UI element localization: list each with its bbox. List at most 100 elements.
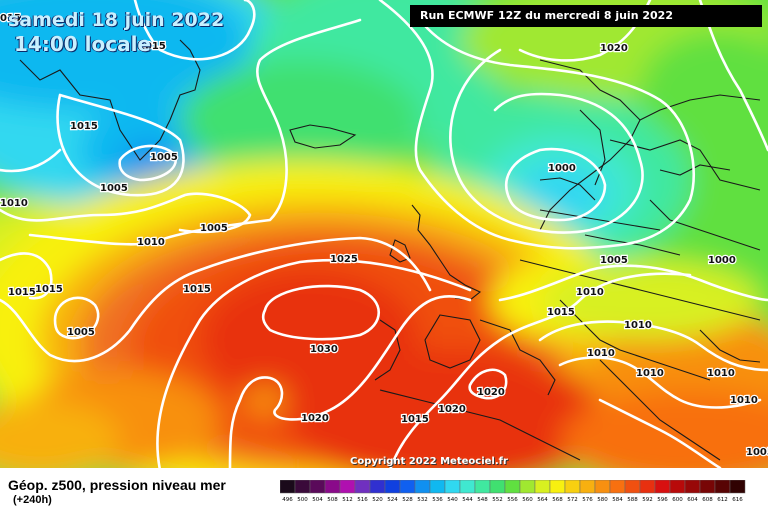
legend-panel: Géop. z500, pression niveau mer (+240h) … [0, 468, 768, 512]
isobar-label: 1010 [707, 368, 735, 379]
color-scale-swatch [474, 480, 491, 494]
isobar-label: 1005 [600, 255, 628, 266]
geopotential-field [0, 0, 768, 468]
color-scale-swatch [294, 480, 311, 494]
legend-subtitle: (+240h) [13, 494, 52, 506]
isobar-label: 1020 [600, 43, 628, 54]
color-scale-tick: 516 [357, 497, 368, 502]
forecast-time: 14:00 locale [14, 32, 151, 56]
color-scale-tick: 576 [582, 497, 593, 502]
isobar-label: 1005 [100, 183, 128, 194]
color-scale-tick: 560 [522, 497, 533, 502]
isobar-label: 1010 [576, 287, 604, 298]
color-scale-swatch [729, 480, 746, 494]
color-scale-swatch [444, 480, 461, 494]
isobar-label: 1005 [746, 447, 768, 458]
run-info-text: Run ECMWF 12Z du mercredi 8 juin 2022 [420, 9, 673, 22]
forecast-map: 015 1015 1020 1015 1005 1000 1005 1010 1005 1010 1… [0, 0, 768, 468]
isobar-label: 1015 [183, 284, 211, 295]
color-scale-swatch [504, 480, 521, 494]
isobar-label: 1010 [730, 395, 758, 406]
color-scale-tick: 564 [537, 497, 548, 502]
color-scale-swatch [594, 480, 611, 494]
color-scale-tick: 528 [402, 497, 413, 502]
color-scale-tick: 508 [327, 497, 338, 502]
isobar-label: 1010 [624, 320, 652, 331]
color-scale-swatch [459, 480, 476, 494]
color-scale-tick: 608 [702, 497, 713, 502]
color-scale-tick: 604 [687, 497, 698, 502]
isobar-label: 1015 [70, 121, 98, 132]
color-scale-tick: 496 [282, 497, 293, 502]
color-scale-tick: 556 [507, 497, 518, 502]
color-scale-tick: 596 [657, 497, 668, 502]
color-scale-swatch [654, 480, 671, 494]
color-scale-bar: 496 500 504 508 512 516 520 524 528 532 536 540 544 5… [280, 480, 746, 502]
color-scale-tick: 504 [312, 497, 323, 502]
color-scale-swatch [489, 480, 506, 494]
color-scale-tick: 580 [597, 497, 608, 502]
color-scale-tick: 600 [672, 497, 683, 502]
color-scale-tick: 540 [447, 497, 458, 502]
color-scale-tick: 552 [492, 497, 503, 502]
color-scale-tick: 544 [462, 497, 473, 502]
color-scale-tick: 532 [417, 497, 428, 502]
isobar-label: 015 [0, 13, 21, 24]
color-scale-swatch [549, 480, 566, 494]
color-scale-tick: 584 [612, 497, 623, 502]
color-scale-swatch [354, 480, 371, 494]
isobar-label: 1030 [310, 344, 338, 355]
color-scale-swatch [669, 480, 686, 494]
isobar-label: 1015 [547, 307, 575, 318]
color-scale-swatch [639, 480, 656, 494]
run-info-box: Run ECMWF 12Z du mercredi 8 juin 2022 [410, 5, 762, 27]
isobar-label: 1000 [548, 163, 576, 174]
color-scale-swatch [519, 480, 536, 494]
color-scale-tick: 548 [477, 497, 488, 502]
color-scale-swatch [534, 480, 551, 494]
color-scale-tick: 512 [342, 497, 353, 502]
color-scale-tick: 612 [717, 497, 728, 502]
color-scale-swatch [309, 480, 326, 494]
isobar-label: 1020 [477, 387, 505, 398]
color-scale-tick: 536 [432, 497, 443, 502]
isobar-label: 1020 [301, 413, 329, 424]
color-scale-tick: 520 [372, 497, 383, 502]
isobar-label: 1015 [401, 414, 429, 425]
color-scale-swatch [339, 480, 356, 494]
color-scale-swatch [280, 480, 296, 494]
isobar-label: 1015 [8, 287, 36, 298]
copyright-notice: Copyright 2022 Meteociel.fr [350, 456, 508, 467]
color-scale-swatch [609, 480, 626, 494]
color-scale-swatch [564, 480, 581, 494]
isobar-label: 1005 [150, 152, 178, 163]
isobar-label: 1005 [200, 223, 228, 234]
color-scale-swatch [369, 480, 386, 494]
color-scale-swatch [684, 480, 701, 494]
color-scale-swatch [384, 480, 401, 494]
color-scale-swatch [714, 480, 731, 494]
isobar-label: 1010 [0, 198, 28, 209]
isobar-label: 1005 [67, 327, 95, 338]
isobar-label: 1010 [587, 348, 615, 359]
legend-title: Géop. z500, pression niveau mer [8, 477, 226, 493]
color-scale-swatch [624, 480, 641, 494]
isobar-label: 1010 [636, 368, 664, 379]
color-scale-tick: 524 [387, 497, 398, 502]
isobar-label: 1010 [137, 237, 165, 248]
forecast-date: samedi 18 juin 2022 [8, 9, 225, 31]
color-scale-swatch [579, 480, 596, 494]
coastlines [19, 39, 761, 461]
isobar-label: 1000 [708, 255, 736, 266]
isobar-label: 1015 [35, 284, 63, 295]
color-scale-swatch [699, 480, 716, 494]
color-scale-swatch [429, 480, 446, 494]
color-scale-swatch [324, 480, 341, 494]
color-scale-tick: 588 [627, 497, 638, 502]
isobar-label: 1025 [330, 254, 358, 265]
isobars [0, 0, 768, 468]
color-scale-tick: 500 [297, 497, 308, 502]
color-scale-tick: 572 [567, 497, 578, 502]
